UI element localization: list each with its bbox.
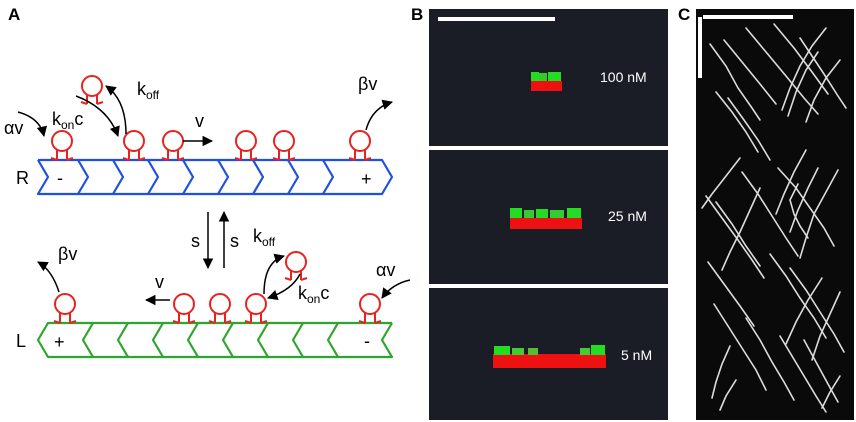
switch-rate-up: s — [230, 231, 239, 251]
motor — [53, 293, 77, 324]
concentration-label-25nm: 25 nM — [608, 208, 647, 224]
detach-rate-lower: βv — [58, 244, 77, 264]
filament-signal-25nm — [510, 208, 582, 229]
kon-arrow-upper — [75, 95, 120, 137]
lower-filament-label: L — [16, 331, 26, 351]
motor — [172, 293, 196, 324]
upper-filament-label: R — [16, 168, 29, 188]
kymograph-tracks — [701, 23, 847, 413]
motor — [50, 130, 74, 161]
lower-filament-chevrons — [81, 322, 339, 358]
motor — [122, 130, 146, 161]
upper-motors — [50, 75, 372, 161]
koff-label-upper: koff — [137, 79, 160, 102]
kon-arrow-lower — [267, 273, 301, 300]
motor — [244, 293, 268, 324]
lower-plus-sign: + — [54, 332, 65, 352]
detach-rate-upper: βv — [358, 74, 377, 94]
attach-rate-lower: αv — [376, 260, 395, 280]
lower-filament — [36, 321, 394, 359]
koff-arrow-lower — [263, 253, 286, 295]
panel-c-label: C — [678, 5, 690, 24]
lower-minus-sign: - — [364, 331, 370, 351]
motor-detached — [284, 251, 308, 281]
motor — [272, 130, 296, 161]
detach-arrow-upper — [365, 99, 394, 131]
panel-a: A R - + — [4, 5, 411, 359]
velocity-label-lower: v — [155, 272, 164, 292]
koff-arrow-upper — [105, 85, 127, 135]
lower-motors — [53, 251, 382, 324]
upper-filament-chevrons — [77, 159, 335, 195]
motor — [161, 130, 185, 161]
upper-plus-sign: + — [361, 169, 372, 189]
motor — [208, 293, 232, 324]
motor-detached — [80, 75, 104, 105]
switch-rate-down: s — [191, 231, 200, 251]
kon-label-upper: konc — [52, 109, 83, 132]
concentration-label-5nm: 5 nM — [621, 347, 652, 363]
filament-signal-5nm — [493, 345, 606, 368]
panel-a-label: A — [8, 5, 20, 24]
motor — [234, 130, 258, 161]
filament-signal-100nm — [531, 72, 562, 91]
velocity-label-upper: v — [195, 111, 204, 131]
concentration-label-100nm: 100 nM — [600, 69, 647, 85]
motor — [358, 293, 382, 324]
motor — [348, 130, 372, 161]
detach-arrow-lower — [37, 261, 60, 293]
panel-a-arrows — [17, 85, 411, 306]
kymograph — [696, 9, 854, 420]
micrograph-25nm — [429, 150, 668, 284]
attach-arrow-lower — [381, 279, 411, 299]
panel-b: B 100 nM 25 nM — [411, 5, 668, 420]
panel-b-label: B — [411, 5, 423, 24]
upper-filament — [36, 158, 394, 196]
kon-label-lower: konc — [298, 283, 329, 306]
attach-arrow-upper — [17, 111, 48, 138]
panel-c: C — [678, 5, 854, 420]
koff-label-lower: koff — [253, 226, 276, 249]
upper-minus-sign: - — [57, 168, 63, 188]
attach-rate-upper: αv — [4, 118, 23, 138]
